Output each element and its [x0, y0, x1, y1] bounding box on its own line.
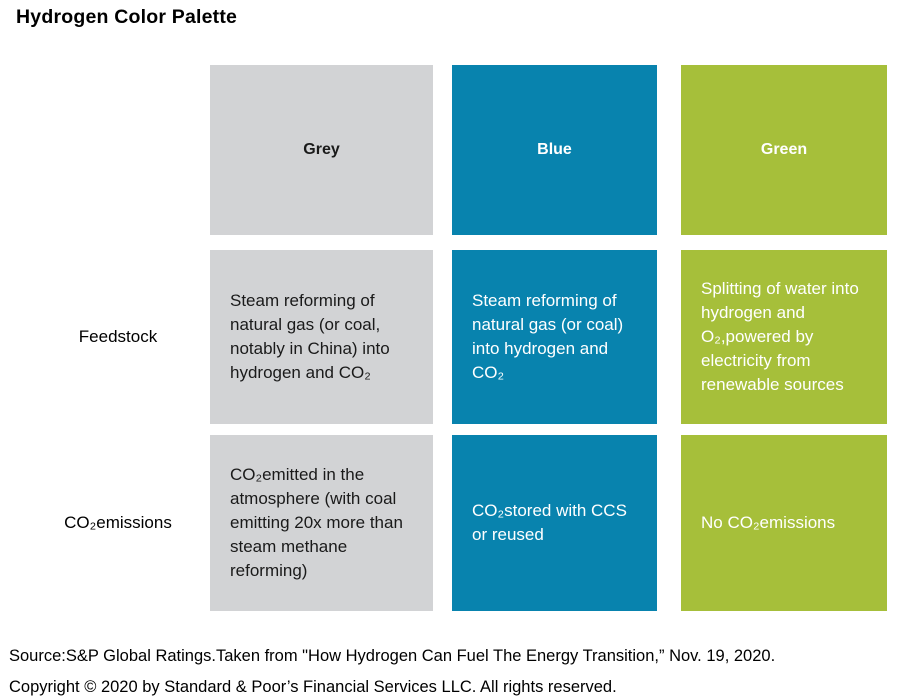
cell-co2-green: No CO₂emissions: [681, 435, 887, 611]
cell-co2-blue: CO₂stored with CCS or reused: [452, 435, 657, 611]
source-line: Source:S&P Global Ratings.Taken from "Ho…: [9, 647, 776, 665]
column-header-grey: Grey: [210, 65, 433, 235]
cell-co2-grey: CO₂emitted in the atmosphere (with coal …: [210, 435, 433, 611]
cell-feedstock-blue: Steam reforming of natural gas (or coal)…: [452, 250, 657, 424]
figure-footer: Source:S&P Global Ratings.Taken from "Ho…: [9, 641, 775, 700]
row-label-feedstock: Feedstock: [78, 327, 158, 346]
copyright-line: Copyright © 2020 by Standard & Poor’s Fi…: [9, 678, 617, 696]
row-label-co2-emissions: CO₂emissions: [64, 513, 172, 532]
column-header-blue: Blue: [452, 65, 657, 235]
figure-title: Hydrogen Color Palette: [16, 6, 238, 28]
cell-feedstock-grey: Steam reforming of natural gas (or coal,…: [210, 250, 433, 424]
column-header-green: Green: [681, 65, 887, 235]
cell-feedstock-green: Splitting of water into hydrogen and O₂,…: [681, 250, 887, 424]
